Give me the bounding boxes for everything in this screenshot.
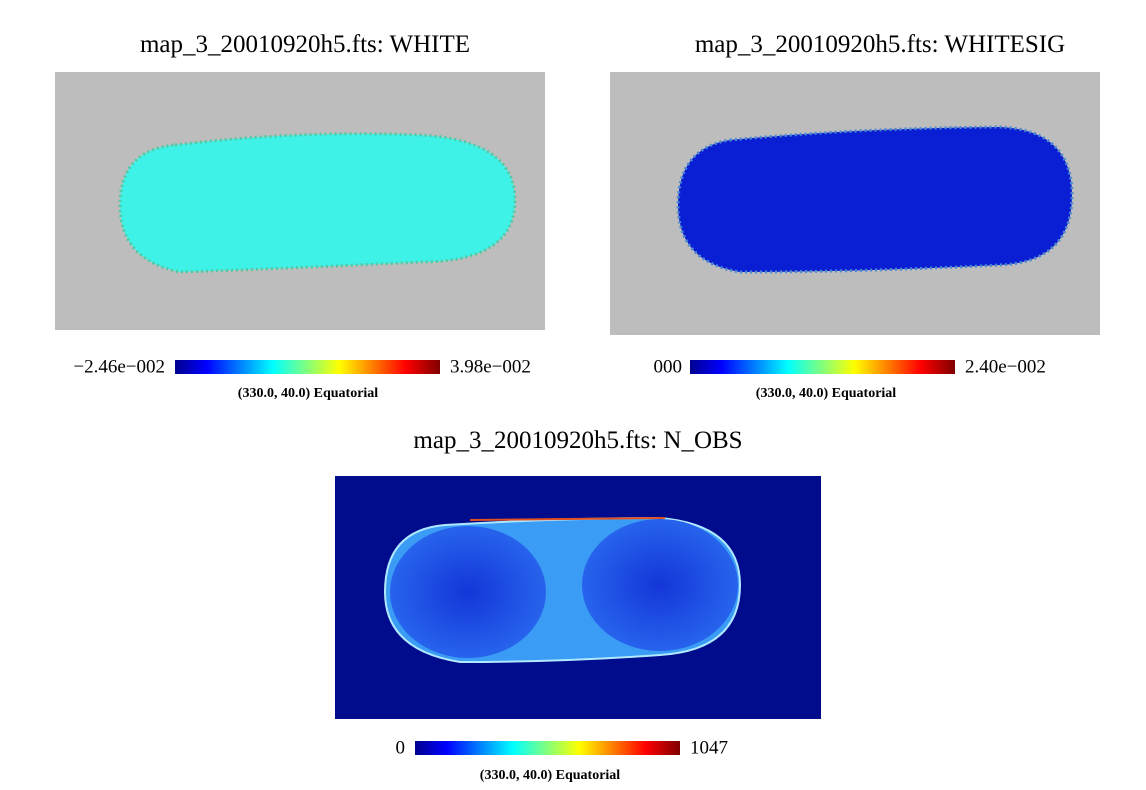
caption: (330.0, 40.0) Equatorial	[480, 768, 621, 783]
colorbar-max: 1047	[690, 737, 728, 758]
panel-title: map_3_20010920h5.fts: N_OBS	[413, 427, 742, 454]
colorbar-min: −2.46e−002	[73, 356, 165, 377]
panel-title: map_3_20010920h5.fts: WHITESIG	[695, 31, 1065, 58]
lobe	[582, 519, 738, 651]
colorbar-max: 3.98e−002	[450, 356, 531, 377]
colorbar-min: 000	[654, 356, 683, 377]
caption: (330.0, 40.0) Equatorial	[238, 386, 379, 401]
colorbar	[690, 360, 955, 374]
panel-title: map_3_20010920h5.fts: WHITE	[140, 31, 470, 58]
lobe	[390, 526, 546, 658]
colorbar	[415, 741, 680, 755]
colorbar-max: 2.40e−002	[965, 356, 1046, 377]
colorbar-min: 0	[396, 737, 406, 758]
sky-region	[118, 132, 517, 274]
edge	[469, 517, 666, 521]
sky-region	[676, 125, 1074, 274]
colorbar	[175, 360, 440, 374]
caption: (330.0, 40.0) Equatorial	[756, 386, 897, 401]
